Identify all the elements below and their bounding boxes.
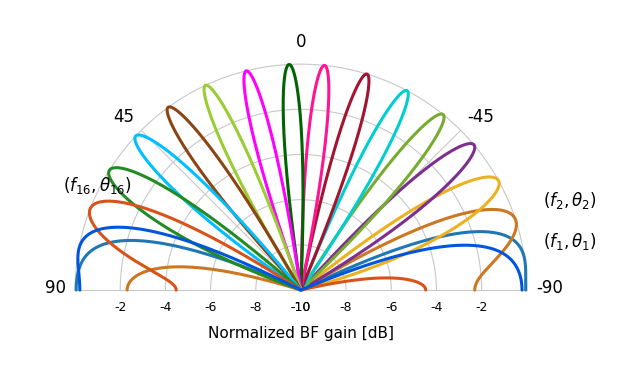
Text: -4: -4	[430, 301, 443, 314]
Text: 0: 0	[295, 33, 306, 51]
Text: 90: 90	[45, 279, 66, 297]
Text: -10: -10	[291, 301, 311, 314]
Text: -2: -2	[475, 301, 488, 314]
Text: -45: -45	[468, 108, 494, 126]
Text: -4: -4	[160, 301, 172, 314]
Text: $(f_1,\theta_1)$: $(f_1,\theta_1)$	[542, 231, 597, 252]
Text: -90: -90	[536, 279, 563, 297]
Text: 45: 45	[114, 108, 135, 126]
Text: $(f_{16},\theta_{16})$: $(f_{16},\theta_{16})$	[63, 175, 132, 196]
Text: -6: -6	[204, 301, 217, 314]
Text: Normalized BF gain [dB]: Normalized BF gain [dB]	[208, 326, 394, 341]
Text: $(f_2,\theta_2)$: $(f_2,\theta_2)$	[542, 191, 597, 212]
Text: -8: -8	[340, 301, 352, 314]
Text: -6: -6	[385, 301, 397, 314]
Text: -8: -8	[249, 301, 262, 314]
Text: -2: -2	[114, 301, 126, 314]
Text: -10: -10	[291, 301, 311, 314]
